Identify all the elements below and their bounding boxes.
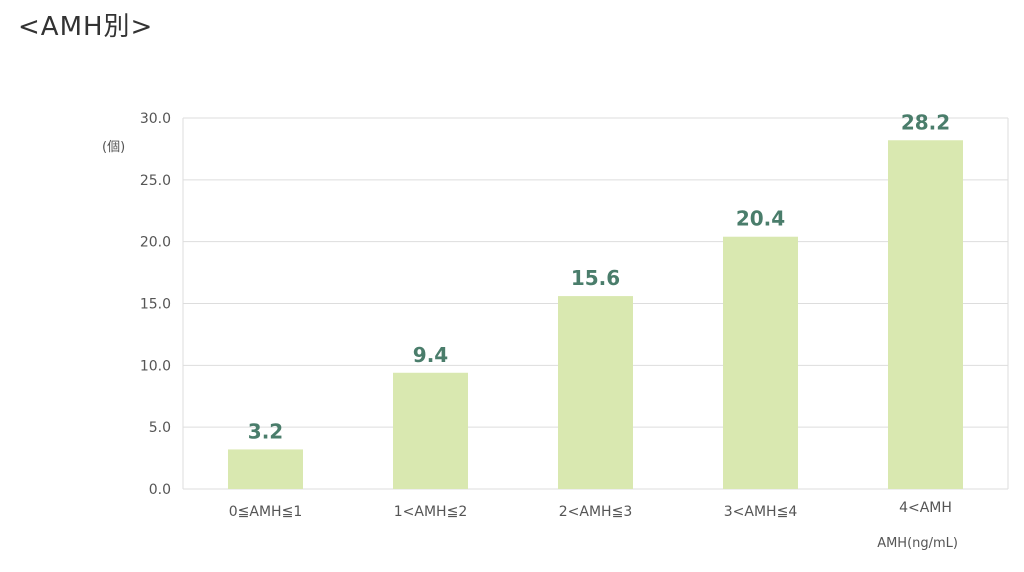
- bar-3: [558, 296, 633, 489]
- page-title: <AMH別>: [18, 12, 154, 42]
- x-tick-labels: 0≦AMH≦1 1<AMH≦2 2<AMH≦3 3<AMH≦4 4<AMH: [229, 500, 952, 520]
- y-tick-label: 30.0: [140, 111, 171, 127]
- bar-5: [888, 140, 963, 489]
- x-tick-label-2: 1<AMH≦2: [394, 504, 467, 520]
- x-axis-label: AMH(ng/mL): [877, 536, 958, 551]
- bar-4: [723, 236, 798, 489]
- y-tick-label: 25.0: [140, 173, 171, 189]
- y-tick-label: 20.0: [140, 235, 171, 251]
- value-label-4: 20.4: [736, 207, 785, 231]
- value-label-3: 15.6: [571, 266, 620, 290]
- y-tick-label: 0.0: [149, 482, 171, 498]
- value-label-2: 9.4: [413, 343, 448, 367]
- value-label-5: 28.2: [901, 110, 950, 134]
- x-tick-label-3: 2<AMH≦3: [559, 504, 632, 520]
- bars: [228, 140, 963, 489]
- y-tick-label: 15.0: [140, 297, 171, 313]
- x-tick-label-1: 0≦AMH≦1: [229, 504, 302, 520]
- y-tick-labels: 0.0 5.0 10.0 15.0 20.0 25.0 30.0: [140, 111, 171, 498]
- bar-1: [228, 449, 303, 489]
- bar-2: [393, 372, 468, 489]
- y-tick-label: 10.0: [140, 358, 171, 374]
- y-axis-label: (個): [102, 140, 125, 155]
- x-tick-label-5: 4<AMH: [899, 500, 952, 516]
- x-tick-label-4: 3<AMH≦4: [724, 504, 798, 520]
- y-tick-label: 5.0: [149, 420, 171, 436]
- value-labels: 3.2 9.4 15.6 20.4 28.2: [248, 110, 950, 443]
- value-label-1: 3.2: [248, 419, 283, 443]
